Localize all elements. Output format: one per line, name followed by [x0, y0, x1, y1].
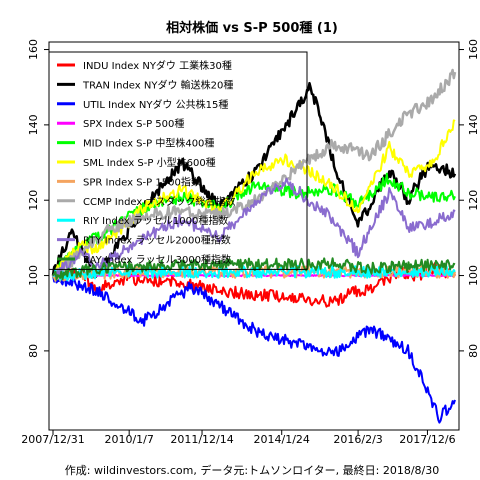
- legend-label-2: UTIL Index NYダウ 公共株15種: [83, 98, 228, 111]
- y-tick-label-right-0: 80: [467, 344, 480, 358]
- x-tick-label-0: 2007/12/31: [21, 433, 84, 446]
- x-tick-label-2: 2011/12/14: [170, 433, 233, 446]
- legend-label-0: INDU Index NYダウ 工業株30種: [83, 59, 232, 72]
- y-tick-label-left-3: 140: [27, 114, 40, 135]
- series-line-0: [52, 262, 456, 308]
- y-tick-label-left-2: 120: [27, 190, 40, 211]
- x-tick-label-5: 2017/12/6: [399, 433, 455, 446]
- x-tick-label-1: 2010/1/7: [104, 433, 153, 446]
- x-tick-label-3: 2014/1/24: [254, 433, 310, 446]
- series-line-10: [52, 257, 456, 281]
- legend-label-4: MID Index S-P 中型株400種: [83, 137, 214, 150]
- legend-label-8: RIY Index ラッセル1000種指数: [83, 214, 228, 227]
- footer-credit: 作成: wildinvestors.com, データ元:トムソンロイター, 最終…: [65, 463, 439, 477]
- y-tick-label-left-4: 160: [27, 39, 40, 60]
- legend-label-3: SPX Index S-P 500種: [83, 117, 184, 130]
- series-line-9: [52, 177, 456, 277]
- legend-label-7: CCMP Index ナスダック総合指数: [83, 195, 236, 208]
- y-tick-label-right-1: 100: [467, 265, 480, 286]
- legend: INDU Index NYダウ 工業株30種 TRAN Index NYダウ 輸送…: [48, 51, 308, 270]
- axes: 80 80 100 100 120 120 140 140 160 160 2007/12/31 20…: [21, 39, 480, 446]
- y-tick-label-right-4: 160: [467, 39, 480, 60]
- legend-label-5: SML Index S-P 小型株600種: [83, 156, 216, 169]
- series-line-1: [51, 81, 457, 279]
- x-tick-label-4: 2016/2/3: [333, 433, 382, 446]
- legend-label-6: SPR Index S-P 1500指数: [83, 175, 201, 188]
- y-tick-label-left-1: 100: [27, 265, 40, 286]
- plot-frame: [48, 41, 460, 431]
- y-tick-label-right-2: 120: [467, 190, 480, 211]
- y-tick-label-left-0: 80: [27, 344, 40, 358]
- legend-label-10: RAY Index ラッセル3000種指数: [83, 253, 231, 266]
- chart-title: 相対株価 vs S-P 500種 (1): [166, 20, 338, 36]
- y-tick-label-right-3: 140: [467, 114, 480, 135]
- legend-label-1: TRAN Index NYダウ 輸送株20種: [82, 78, 233, 91]
- legend-label-9: RTY Index ラッセル2000種指数: [83, 234, 231, 247]
- series-line-2: [52, 272, 456, 424]
- series-layer: [51, 68, 457, 424]
